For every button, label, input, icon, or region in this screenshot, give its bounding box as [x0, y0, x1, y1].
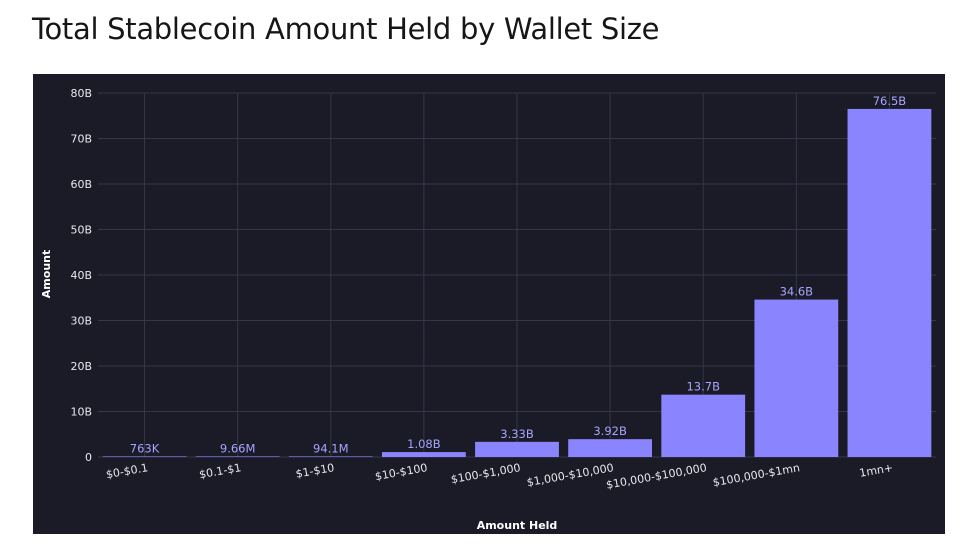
x-tick-label: $0.1-$1 [198, 461, 242, 481]
y-tick-label: 80B [70, 87, 92, 100]
y-tick-label: 50B [70, 224, 92, 237]
bar-value-label: 1.08B [407, 437, 441, 451]
x-axis-title: Amount Held [477, 519, 558, 532]
bar-value-label: 9.66M [220, 441, 256, 455]
y-tick-label: 10B [70, 406, 92, 419]
x-tick-label: $10-$100 [374, 461, 428, 483]
y-tick-label: 40B [70, 269, 92, 282]
bar [195, 456, 280, 457]
y-axis-ticks: 0 10B 20B 30B 40B 50B 60B 70B 80B [70, 87, 92, 464]
x-tick-label: $100-$1,000 [450, 461, 522, 486]
x-tick-label: $0-$0.1 [105, 461, 149, 481]
x-axis-ticks: $0-$0.1 $0.1-$1 $1-$10 $10-$100 $100-$1,000 $… [105, 461, 894, 492]
bar-value-label: 3.92B [593, 424, 627, 438]
bar [475, 441, 559, 457]
bar-chart: 763K 9.66M 94.1M 1.08B 3.33B 3.92B 13.7B 34.6B 7… [40, 87, 936, 532]
x-tick-label: $100,000-$1mn [712, 461, 801, 489]
y-axis-title: Amount [40, 250, 53, 298]
y-tick-label: 20B [70, 360, 92, 373]
bar [568, 439, 653, 457]
x-tick-label: $1,000-$10,000 [526, 461, 615, 489]
bar-value-label: 76.5B [873, 94, 907, 108]
bar [288, 456, 373, 457]
bar-value-label: 763K [130, 441, 160, 455]
bar-value-label: 13.7B [686, 380, 720, 394]
x-tick-label: 1mn+ [858, 461, 894, 480]
bars [102, 108, 932, 458]
page-title: Total Stablecoin Amount Held by Wallet S… [32, 12, 660, 46]
bar [847, 108, 932, 458]
y-tick-label: 0 [85, 451, 92, 464]
bar [754, 299, 839, 457]
y-tick-label: 70B [70, 133, 92, 146]
bar [102, 456, 187, 457]
bar-value-label: 3.33B [500, 427, 534, 441]
value-labels: 763K 9.66M 94.1M 1.08B 3.33B 3.92B 13.7B 34.6B 7… [130, 94, 906, 455]
y-tick-label: 60B [70, 178, 92, 191]
y-tick-label: 30B [70, 315, 92, 328]
bar-value-label: 94.1M [313, 441, 349, 455]
x-tick-label: $10,000-$100,000 [605, 461, 708, 492]
chart-panel: 763K 9.66M 94.1M 1.08B 3.33B 3.92B 13.7B 34.6B 7… [33, 74, 945, 534]
bar-value-label: 34.6B [780, 285, 814, 299]
x-tick-label: $1-$10 [295, 461, 336, 481]
bar [381, 452, 466, 457]
bar [661, 394, 746, 457]
